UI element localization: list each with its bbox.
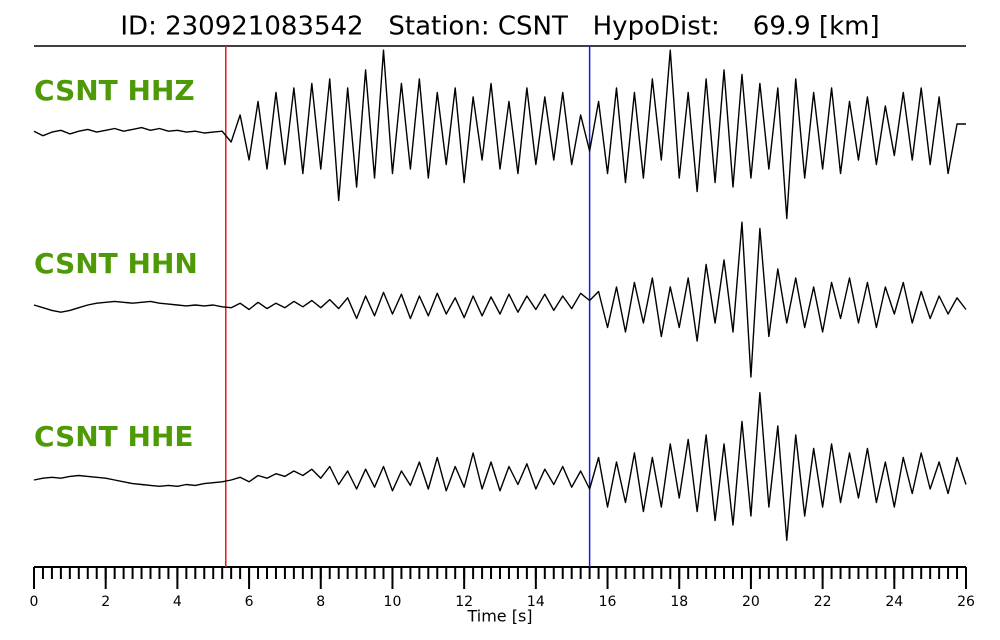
x-tick-label: 8 [316, 594, 325, 610]
x-tick-label: 0 [30, 594, 39, 610]
x-tick-label: 24 [885, 594, 903, 610]
x-tick-label: 20 [742, 594, 760, 610]
trace [33, 49, 966, 220]
x-tick-label: 22 [814, 594, 832, 610]
trace-label: CSNT HHZ [34, 74, 195, 107]
x-tick-label: 10 [384, 594, 402, 610]
trace-label: CSNT HHE [34, 420, 194, 453]
x-tick-label: 12 [455, 594, 473, 610]
x-tick-label: 6 [245, 594, 254, 610]
x-axis-label: Time [s] [466, 607, 532, 626]
chart-title: ID: 230921083542 Station: CSNT HypoDist:… [120, 12, 879, 42]
x-tick-label: 16 [599, 594, 617, 610]
trace [33, 221, 967, 378]
x-tick-label: 18 [670, 594, 688, 610]
trace-label: CSNT HHN [34, 247, 198, 280]
trace [33, 392, 967, 541]
x-tick-label: 4 [173, 594, 182, 610]
x-tick-label: 2 [101, 594, 110, 610]
x-tick-label: 26 [957, 594, 975, 610]
x-tick-label: 14 [527, 594, 545, 610]
